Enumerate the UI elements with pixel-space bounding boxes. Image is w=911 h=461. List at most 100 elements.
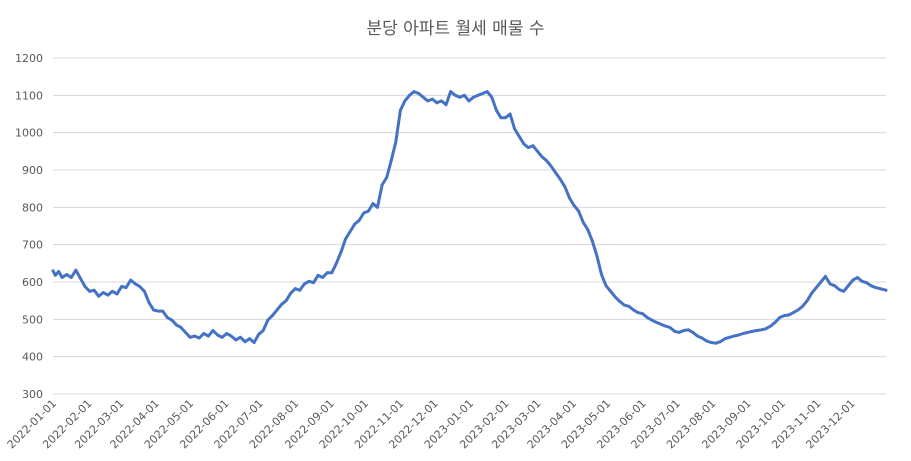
x-axis-ticks: 2022-01-012022-02-012022-03-012022-04-01…: [5, 397, 858, 451]
data-point: [74, 268, 78, 272]
data-point: [782, 314, 786, 317]
data-point: [344, 237, 347, 241]
data-point: [613, 295, 617, 299]
data-point: [97, 294, 101, 298]
data-point: [339, 250, 343, 254]
y-tick-label: 300: [22, 388, 43, 401]
data-point: [53, 273, 57, 277]
data-point: [796, 308, 800, 312]
data-point: [69, 276, 73, 279]
data-point: [225, 332, 229, 335]
data-point: [298, 288, 302, 292]
data-point: [600, 273, 603, 276]
data-point: [280, 303, 283, 306]
data-point: [417, 92, 421, 95]
y-tick-label: 500: [22, 313, 43, 326]
data-point: [312, 281, 315, 285]
data-point: [216, 333, 219, 337]
data-point: [348, 230, 352, 234]
data-point: [51, 269, 55, 273]
data-point: [220, 335, 224, 339]
data-point: [211, 329, 215, 332]
data-point: [325, 271, 329, 275]
series-line: [51, 90, 888, 345]
data-point: [837, 288, 841, 291]
data-point: [828, 282, 832, 286]
data-point: [485, 90, 489, 93]
data-point: [549, 164, 553, 168]
data-point: [842, 289, 846, 293]
data-point: [508, 112, 512, 116]
data-point: [138, 285, 142, 288]
data-point: [357, 219, 361, 222]
data-point: [275, 308, 279, 312]
data-point: [481, 92, 484, 95]
data-point: [453, 93, 457, 97]
data-point: [833, 284, 836, 288]
data-point: [129, 278, 133, 282]
data-point: [284, 299, 288, 303]
data-point: [691, 331, 695, 334]
data-point: [143, 289, 146, 293]
data-point: [330, 271, 334, 275]
data-point: [152, 308, 156, 312]
data-point: [554, 171, 558, 175]
data-point: [161, 309, 165, 313]
data-point: [79, 276, 82, 280]
data-point: [202, 332, 206, 335]
data-point: [371, 202, 375, 206]
data-point: [650, 318, 654, 322]
data-point: [572, 204, 576, 207]
data-point: [878, 287, 882, 291]
data-point: [421, 95, 425, 99]
data-point: [307, 279, 311, 283]
data-point: [252, 341, 256, 344]
data-point: [385, 176, 389, 179]
data-point: [700, 336, 704, 340]
data-point: [472, 95, 475, 99]
data-point: [636, 311, 640, 314]
data-point: [184, 331, 187, 334]
data-point: [641, 312, 644, 316]
data-point: [115, 292, 119, 296]
data-point: [435, 101, 439, 105]
data-point: [668, 326, 672, 329]
data-point: [147, 301, 151, 304]
data-point: [824, 275, 827, 278]
data-point: [705, 339, 708, 343]
y-tick-label: 600: [22, 276, 43, 289]
data-point: [408, 93, 411, 97]
data-point: [609, 289, 612, 293]
data-point: [362, 211, 366, 215]
data-point: [563, 185, 567, 189]
data-point: [792, 311, 795, 314]
data-point: [568, 196, 571, 200]
data-point: [83, 285, 87, 288]
data-point: [120, 285, 123, 288]
data-point: [723, 337, 727, 341]
data-point: [860, 279, 864, 283]
data-point: [659, 322, 663, 326]
data-point: [170, 318, 174, 322]
data-point: [458, 95, 462, 99]
data-point: [586, 228, 590, 232]
data-point: [805, 299, 809, 303]
data-point: [239, 335, 242, 339]
data-point: [197, 336, 201, 340]
y-tick-label: 1100: [15, 89, 43, 102]
data-point: [431, 97, 434, 101]
data-point: [57, 270, 61, 273]
data-point: [645, 316, 649, 319]
chart-title: 분당 아파트 월세 매물 수: [366, 19, 545, 39]
data-point: [778, 316, 782, 319]
data-point: [677, 331, 681, 334]
data-point: [682, 329, 686, 332]
data-point: [627, 304, 631, 308]
data-point: [773, 320, 777, 324]
data-point: [403, 99, 407, 103]
data-point: [622, 303, 626, 307]
data-point: [243, 340, 247, 344]
data-point: [819, 280, 823, 284]
y-axis-ticks: 300 400 500 600 700 800 900 1000 1100 1200: [15, 52, 43, 401]
data-point: [558, 177, 562, 181]
